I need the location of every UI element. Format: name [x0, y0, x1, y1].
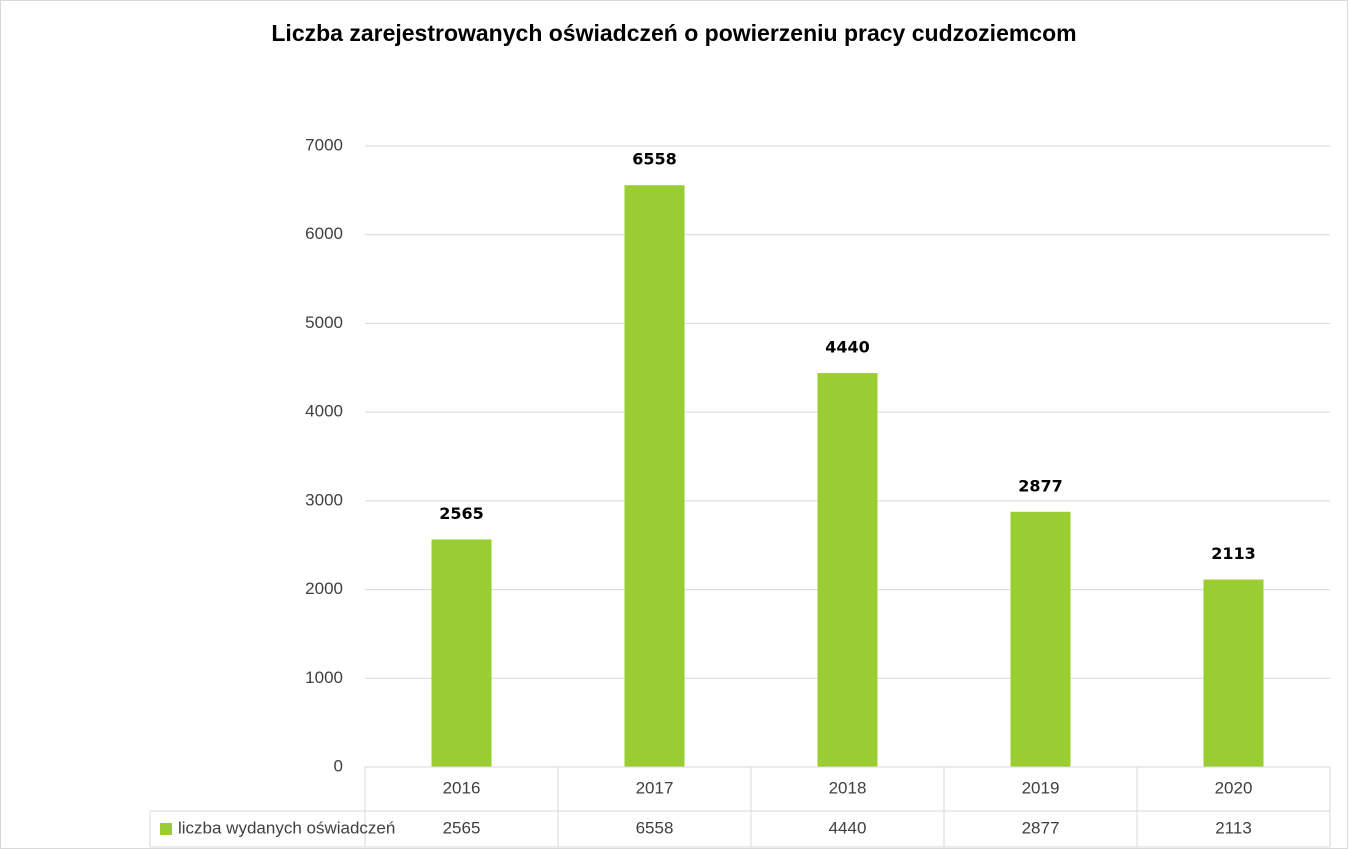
y-tick-label: 4000 — [305, 402, 343, 421]
chart-title: Liczba zarejestrowanych oświadczeń o pow… — [271, 20, 1076, 46]
data-label: 6558 — [632, 150, 677, 169]
data-label: 2565 — [439, 504, 484, 523]
table-value: 4440 — [829, 818, 867, 837]
table-value: 2565 — [443, 818, 481, 837]
bar — [1203, 579, 1264, 767]
x-tick-label: 2020 — [1215, 778, 1253, 797]
data-label: 4440 — [825, 338, 870, 357]
x-tick-label: 2018 — [829, 778, 867, 797]
bar — [624, 185, 685, 767]
legend-label: liczba wydanych oświadczeń — [178, 818, 395, 837]
y-tick-label: 5000 — [305, 313, 343, 332]
legend-key — [160, 823, 172, 835]
x-tick-label: 2019 — [1022, 778, 1060, 797]
x-tick-label: 2017 — [636, 778, 674, 797]
y-tick-label: 7000 — [305, 135, 343, 154]
bar — [817, 373, 878, 767]
y-tick-label: 2000 — [305, 579, 343, 598]
table-value: 2113 — [1215, 818, 1252, 837]
data-label: 2877 — [1018, 476, 1063, 495]
bar — [431, 539, 492, 767]
data-label: 2113 — [1211, 544, 1256, 563]
bar — [1010, 511, 1071, 767]
y-tick-label: 1000 — [305, 668, 343, 687]
y-tick-label: 3000 — [305, 490, 343, 509]
table-value: 2877 — [1022, 818, 1060, 837]
y-tick-label: 0 — [334, 756, 343, 775]
table-value: 6558 — [636, 818, 674, 837]
y-tick-label: 6000 — [305, 224, 343, 243]
x-tick-label: 2016 — [443, 778, 481, 797]
